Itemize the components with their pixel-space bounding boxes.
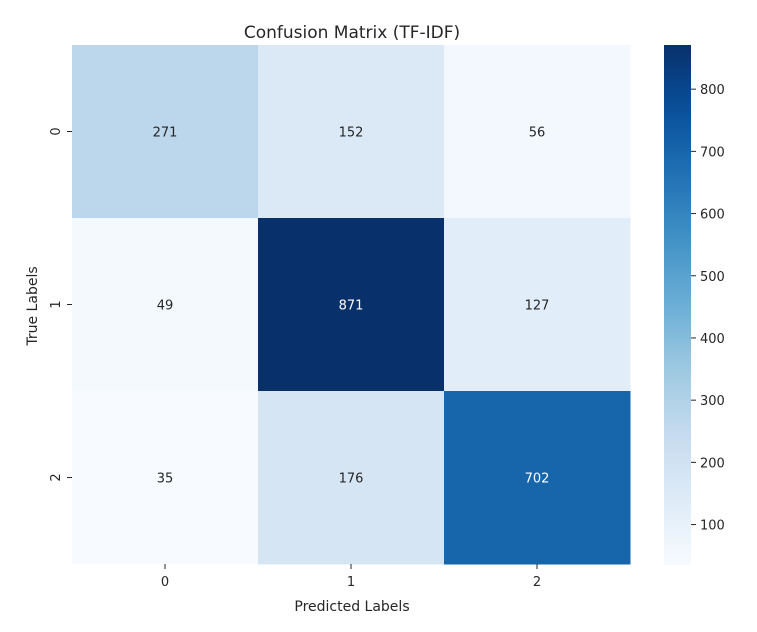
colorbar-tick-label: 100	[700, 519, 725, 534]
cell-value-label: 702	[525, 472, 550, 487]
colorbar-tick-label: 300	[700, 394, 725, 409]
heatmap-cell	[72, 391, 259, 565]
x-tick-label: 0	[161, 575, 169, 590]
heatmap-cell	[444, 45, 631, 219]
heatmap-cells: 271 152 56 49 871 127 35 176 702	[72, 45, 631, 565]
colorbar	[664, 45, 691, 565]
cell-value-label: 49	[157, 299, 174, 314]
cell-value-label: 152	[339, 126, 364, 141]
colorbar-tick-label: 600	[700, 208, 725, 223]
x-tick-label: 1	[347, 575, 355, 590]
colorbar-ticks: 100 200 300 400 500 600 700 800	[691, 83, 725, 534]
y-axis-ticks: 0 1 2	[49, 127, 72, 482]
heatmap-cell	[258, 391, 445, 565]
cell-value-label: 35	[157, 472, 174, 487]
heatmap-cell	[72, 218, 259, 392]
heatmap-cell	[72, 45, 259, 219]
y-axis-label: True Labels	[25, 266, 41, 346]
x-axis-ticks: 0 1 2	[161, 564, 541, 590]
x-tick-label: 2	[533, 575, 541, 590]
heatmap-cell	[444, 218, 631, 392]
colorbar-tick-label: 800	[700, 83, 725, 98]
y-tick-label: 0	[49, 127, 64, 135]
y-tick-label: 1	[49, 300, 64, 308]
heatmap-cell	[258, 45, 445, 219]
cell-value-label: 271	[153, 126, 178, 141]
colorbar-tick-label: 700	[700, 145, 725, 160]
colorbar-tick-label: 400	[700, 332, 725, 347]
heatmap-cell	[258, 218, 445, 392]
x-axis-label: Predicted Labels	[294, 599, 409, 615]
chart-title: Confusion Matrix (TF-IDF)	[244, 23, 460, 43]
cell-value-label: 127	[525, 299, 550, 314]
y-tick-label: 2	[49, 473, 64, 481]
cell-value-label: 56	[529, 126, 546, 141]
heatmap-cell	[444, 391, 631, 565]
colorbar-tick-label: 200	[700, 456, 725, 471]
colorbar-tick-label: 500	[700, 270, 725, 285]
cell-value-label: 871	[339, 299, 364, 314]
cell-value-label: 176	[339, 472, 364, 487]
